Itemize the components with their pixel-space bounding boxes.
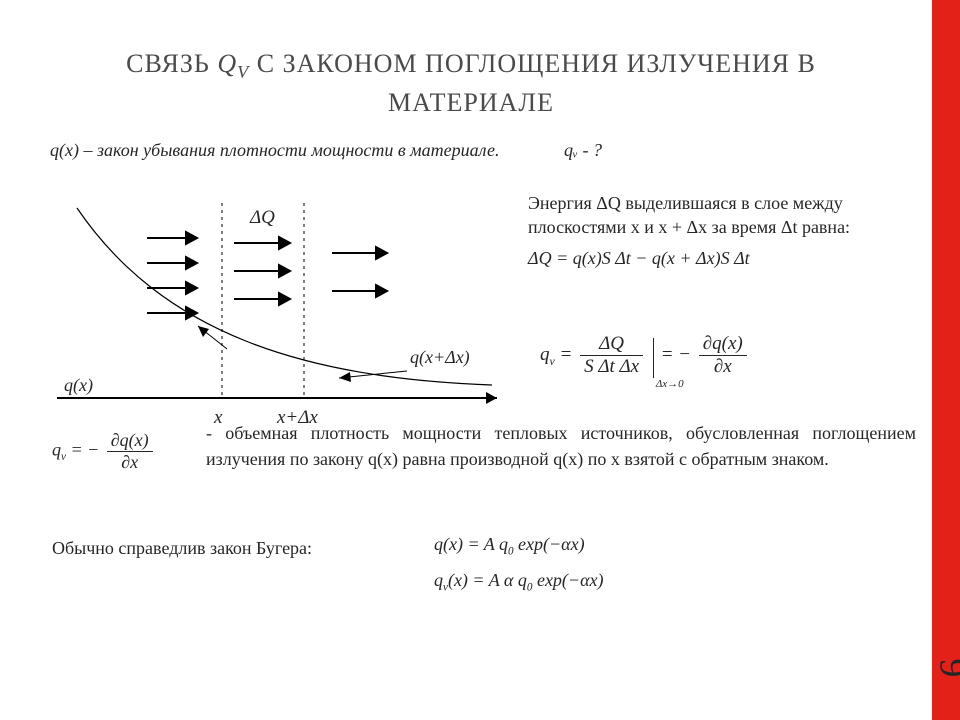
qv-limit-lhs: qv = (540, 344, 577, 365)
svg-text:q(x+Δx): q(x+Δx) (410, 347, 470, 368)
absorption-diagram: ΔQ q(x) q(x+Δx) x x+Δx (42, 183, 522, 443)
qv-limit-frac2: ∂q(x) ∂x (699, 333, 747, 378)
definition-row: q(x) – закон убывания плотности мощности… (50, 140, 920, 161)
eq-buger-1: q(x) = A q0 exp(−αx) (434, 534, 604, 558)
arrows-in (147, 232, 197, 319)
qv-limit-frac1: ΔQ S Δt Δx (580, 333, 643, 378)
eq-deltaQ: ΔQ = q(x)S Δt − q(x + Δx)S Δt (528, 248, 928, 269)
eq-qv-def: qv = − ∂q(x) ∂x (52, 430, 156, 473)
slide-number: 6 (932, 659, 960, 678)
svg-text:q(x): q(x) (64, 375, 93, 396)
qv-question: qᵥ - ? (564, 140, 602, 160)
arrows-out (332, 247, 387, 297)
qv-desc: - объемная плотность мощности тепловых и… (206, 420, 916, 472)
slide: 6 СВЯЗЬ QV С ЗАКОНОМ ПОГЛОЩЕНИЯ ИЗЛУЧЕНИ… (0, 0, 960, 720)
title-line1-after: С ЗАКОНОМ ПОГЛОЩЕНИЯ ИЗЛУЧЕНИЯ В (249, 49, 816, 78)
content-area: q(x) – закон убывания плотности мощности… (50, 140, 920, 443)
svg-text:ΔQ: ΔQ (249, 207, 275, 228)
diagram-svg: ΔQ q(x) q(x+Δx) x x+Δx (42, 183, 522, 443)
buger-eqns: q(x) = A q0 exp(−αx) qv(x) = A α q0 exp(… (434, 534, 604, 605)
accent-bar (932, 0, 960, 720)
arrows-mid (234, 237, 290, 305)
energy-paragraph: Энергия ΔQ выделившаяся в слое между пло… (528, 191, 928, 240)
figure-and-right: ΔQ q(x) q(x+Δx) x x+Δx Энергия ΔQ выдели… (50, 183, 920, 443)
right-text: Энергия ΔQ выделившаяся в слое между пло… (528, 191, 928, 269)
qv-limit-eq: = − (661, 344, 696, 365)
eq-buger-2: qv(x) = A α q0 exp(−αx) (434, 570, 604, 594)
title-qv: QV (217, 49, 249, 78)
slide-title: СВЯЗЬ QV С ЗАКОНОМ ПОГЛОЩЕНИЯ ИЗЛУЧЕНИЯ … (56, 46, 886, 120)
buger-row: Обычно справедлив закон Бугера: q(x) = A… (52, 538, 922, 559)
eval-bar: Δx→0 (653, 338, 654, 378)
eq-qv-limit: qv = ΔQ S Δt Δx Δx→0 = − ∂q(x) ∂x (540, 333, 750, 378)
title-line1-before: СВЯЗЬ (126, 49, 217, 78)
q-of-x-def: q(x) – закон убывания плотности мощности… (50, 140, 499, 160)
title-line2: МАТЕРИАЛЕ (388, 88, 554, 117)
buger-label: Обычно справедлив закон Бугера: (52, 538, 312, 559)
